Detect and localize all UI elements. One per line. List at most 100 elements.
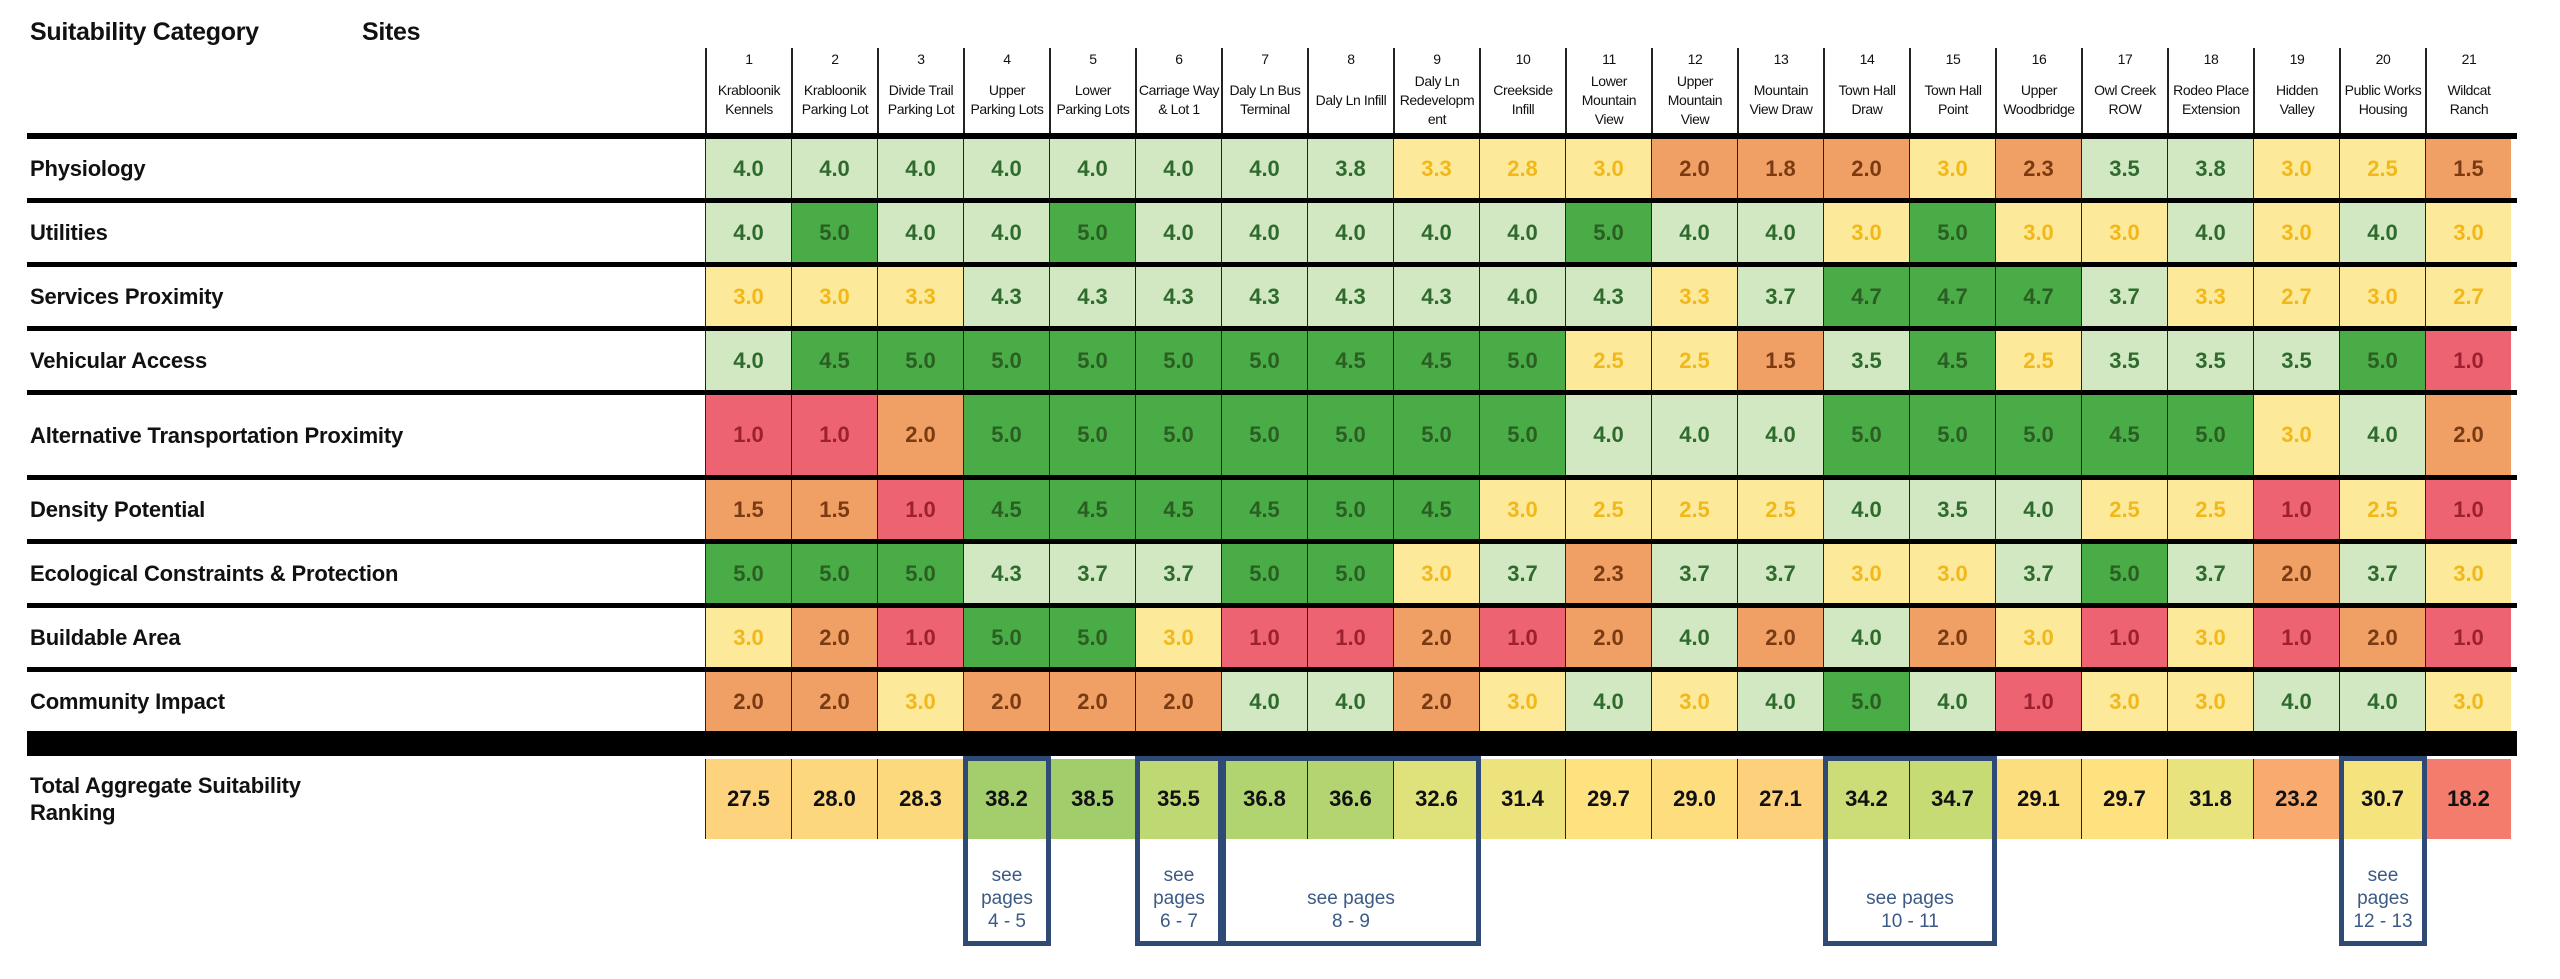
site-column-header: 9 Daly Ln Redevelopm ent: [1393, 48, 1479, 136]
score-cell: 2.0: [705, 672, 791, 731]
page-reference-box: see pages 10 - 11: [1823, 756, 1997, 946]
score-cell: 5.0: [2167, 395, 2253, 475]
score-cell: 3.7: [2081, 267, 2167, 326]
score-cell: 3.8: [1307, 139, 1393, 198]
page-reference-box: see pages 8 - 9: [1221, 756, 1481, 946]
score-cell: 1.5: [705, 480, 791, 539]
score-cell: 4.0: [1221, 203, 1307, 262]
page-reference-text: see pages 12 - 13: [2344, 864, 2422, 933]
site-number: 2: [831, 51, 839, 67]
page-reference-box: see pages 12 - 13: [2339, 756, 2427, 946]
score-cell: 5.0: [1307, 395, 1393, 475]
site-number: 21: [2461, 51, 2477, 67]
page-range: 12 - 13: [2353, 911, 2413, 932]
category-label: Density Potential: [30, 497, 206, 522]
score-cell: 4.3: [1221, 267, 1307, 326]
score-cell: 4.0: [1909, 672, 1995, 731]
score-cell: 3.7: [2167, 544, 2253, 603]
score-cell: 2.0: [1565, 608, 1651, 667]
page-reference-text: see pages 10 - 11: [1828, 887, 1992, 933]
score-cell: 4.0: [2339, 203, 2425, 262]
score-cell: 5.0: [2339, 331, 2425, 390]
page-reference-text: see pages 8 - 9: [1226, 887, 1476, 933]
score-cell: 4.0: [705, 203, 791, 262]
see-pages-label: see pages: [1866, 888, 1954, 909]
score-cell: 4.0: [1737, 395, 1823, 475]
score-cell: 3.5: [2253, 331, 2339, 390]
score-cell: 2.5: [2167, 480, 2253, 539]
score-cell: 1.5: [791, 480, 877, 539]
score-cell: 5.0: [877, 331, 963, 390]
score-cell: 3.7: [1651, 544, 1737, 603]
score-cell: 1.0: [877, 480, 963, 539]
score-cell: 4.0: [705, 139, 791, 198]
score-cell: 1.0: [2253, 608, 2339, 667]
page-range: 10 - 11: [1881, 911, 1939, 932]
score-cell: 3.0: [2081, 672, 2167, 731]
score-cell: 5.0: [1221, 395, 1307, 475]
total-score-cell: 38.5: [1049, 759, 1135, 839]
header-divider: [27, 133, 2517, 139]
score-cell: 5.0: [1049, 395, 1135, 475]
site-name: Public Works Housing: [2344, 82, 2422, 117]
score-cell: 3.5: [2167, 331, 2253, 390]
site-column-header: 19 Hidden Valley: [2253, 48, 2339, 136]
score-cell: 4.3: [1049, 267, 1135, 326]
score-cell: 2.5: [2339, 480, 2425, 539]
score-cell: 3.0: [2081, 203, 2167, 262]
score-cell: 2.5: [1651, 480, 1737, 539]
score-cell: 5.0: [963, 608, 1049, 667]
category-label: Buildable Area: [30, 625, 181, 650]
score-cell: 4.5: [1135, 480, 1221, 539]
score-cell: 5.0: [1823, 672, 1909, 731]
score-cell: 3.7: [1995, 544, 2081, 603]
score-cell: 3.0: [1823, 544, 1909, 603]
total-label: Total Aggregate Suitability Ranking: [30, 773, 301, 825]
score-cell: 3.0: [1479, 672, 1565, 731]
total-score-cell: 29.7: [1565, 759, 1651, 839]
site-name: Upper Woodbridge: [2003, 82, 2075, 117]
site-number: 16: [2031, 51, 2047, 67]
site-name: Rodeo Place Extension: [2173, 82, 2249, 117]
score-cell: 5.0: [877, 544, 963, 603]
site-column-header: 16 Upper Woodbridge: [1995, 48, 2081, 136]
page-range: 4 - 5: [987, 911, 1027, 932]
site-column-header: 5 Lower Parking Lots: [1049, 48, 1135, 136]
site-column-header: 14 Town Hall Draw: [1823, 48, 1909, 136]
score-cell: 2.5: [1737, 480, 1823, 539]
score-cell: 4.0: [1307, 203, 1393, 262]
score-cell: 2.0: [1393, 672, 1479, 731]
site-column-header: 3 Divide Trail Parking Lot: [877, 48, 963, 136]
score-cell: 4.0: [1737, 203, 1823, 262]
site-column-header: 6 Carriage Way & Lot 1: [1135, 48, 1221, 136]
score-cell: 4.3: [1565, 267, 1651, 326]
page-range: 8 - 9: [1331, 911, 1371, 932]
total-score-cell: 27.1: [1737, 759, 1823, 839]
site-number: 9: [1433, 51, 1441, 67]
score-cell: 2.5: [1651, 331, 1737, 390]
site-number: 3: [917, 51, 925, 67]
score-cell: 3.3: [2167, 267, 2253, 326]
site-name: Mountain View Draw: [1749, 82, 1813, 117]
score-cell: 2.0: [1737, 608, 1823, 667]
score-cell: 2.0: [1135, 672, 1221, 731]
score-cell: 5.0: [1479, 395, 1565, 475]
page-reference-box: see pages 6 - 7: [1135, 756, 1223, 946]
score-cell: 5.0: [791, 544, 877, 603]
site-name: Hidden Valley: [2276, 82, 2318, 117]
total-score-cell: 34.7: [1909, 759, 1995, 839]
score-cell: 5.0: [1135, 395, 1221, 475]
score-cell: 2.5: [2081, 480, 2167, 539]
score-cell: 4.0: [2339, 395, 2425, 475]
total-score-cell: 23.2: [2253, 759, 2339, 839]
score-cell: 2.5: [1565, 480, 1651, 539]
score-cell: 5.0: [1909, 203, 1995, 262]
site-column-header: 13 Mountain View Draw: [1737, 48, 1823, 136]
score-cell: 3.0: [791, 267, 877, 326]
total-score-cell: 28.0: [791, 759, 877, 839]
total-score-cell: 18.2: [2425, 759, 2511, 839]
site-name: Daly Ln Bus Terminal: [1229, 82, 1301, 117]
site-name: Wildcat Ranch: [2447, 82, 2491, 117]
site-number: 8: [1347, 51, 1355, 67]
site-column-header: 18 Rodeo Place Extension: [2167, 48, 2253, 136]
